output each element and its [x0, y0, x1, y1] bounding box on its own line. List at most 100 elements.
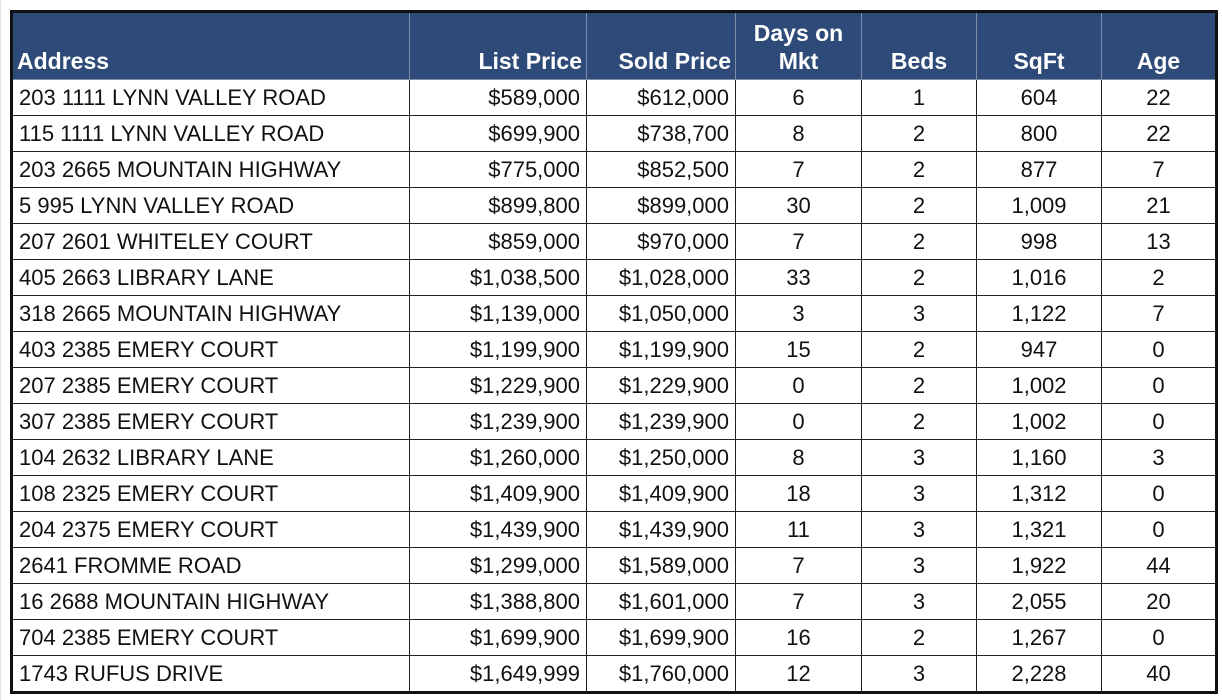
sold-price-cell: $738,700	[586, 115, 736, 152]
beds-cell: 2	[861, 187, 977, 224]
sqft-cell: 1,312	[976, 475, 1102, 512]
sold-price-cell: $1,439,900	[586, 511, 736, 548]
sqft-cell: 1,016	[976, 259, 1102, 296]
age-cell: 0	[1101, 367, 1217, 404]
list-price-cell: $859,000	[409, 223, 587, 260]
table-row: 207 2385 EMERY COURT $1,229,900 $1,229,900…	[11, 367, 1217, 404]
table-row: 203 2665 MOUNTAIN HIGHWAY $775,000 $852,50…	[11, 151, 1217, 188]
days-on-market-cell: 30	[735, 187, 862, 224]
age-cell: 22	[1101, 79, 1217, 116]
days-on-market-cell: 0	[735, 403, 862, 440]
sqft-cell: 947	[976, 331, 1102, 368]
age-cell: 22	[1101, 115, 1217, 152]
sold-price-cell: $1,601,000	[586, 583, 736, 620]
days-on-market-cell: 7	[735, 151, 862, 188]
sqft-cell: 800	[976, 115, 1102, 152]
age-cell: 0	[1101, 619, 1217, 656]
sqft-cell: 1,009	[976, 187, 1102, 224]
address-cell: 307 2385 EMERY COURT	[11, 403, 410, 440]
address-cell: 5 995 LYNN VALLEY ROAD	[11, 187, 410, 224]
days-on-market-cell: 15	[735, 331, 862, 368]
address-cell: 1743 RUFUS DRIVE	[11, 655, 410, 693]
days-on-market-cell: 8	[735, 439, 862, 476]
age-cell: 44	[1101, 547, 1217, 584]
list-price-cell: $1,439,900	[409, 511, 587, 548]
days-on-market-cell: 7	[735, 223, 862, 260]
sold-price-cell: $1,199,900	[586, 331, 736, 368]
sqft-cell: 1,321	[976, 511, 1102, 548]
address-cell: 207 2385 EMERY COURT	[11, 367, 410, 404]
address-cell: 403 2385 EMERY COURT	[11, 331, 410, 368]
table-row: 115 1111 LYNN VALLEY ROAD $699,900 $738,70…	[11, 115, 1217, 152]
sold-price-cell: $1,589,000	[586, 547, 736, 584]
days-on-market-cell: 33	[735, 259, 862, 296]
table-row: 5 995 LYNN VALLEY ROAD $899,800 $899,000 30…	[11, 187, 1217, 224]
list-price-cell: $1,409,900	[409, 475, 587, 512]
sold-price-cell: $1,229,900	[586, 367, 736, 404]
sqft-cell: 2,228	[976, 655, 1102, 693]
sqft-cell: 1,160	[976, 439, 1102, 476]
age-cell: 13	[1101, 223, 1217, 260]
list-price-cell: $1,299,000	[409, 547, 587, 584]
table-row: 318 2665 MOUNTAIN HIGHWAY $1,139,000 $1,05…	[11, 295, 1217, 332]
sold-price-cell: $1,409,900	[586, 475, 736, 512]
beds-cell: 2	[861, 367, 977, 404]
days-on-market-cell: 6	[735, 79, 862, 116]
sold-price-cell: $1,250,000	[586, 439, 736, 476]
list-price-cell: $899,800	[409, 187, 587, 224]
column-header: Address	[11, 11, 410, 80]
sold-price-cell: $1,028,000	[586, 259, 736, 296]
list-price-cell: $1,388,800	[409, 583, 587, 620]
sold-price-cell: $899,000	[586, 187, 736, 224]
age-cell: 7	[1101, 151, 1217, 188]
address-cell: 2641 FROMME ROAD	[11, 547, 410, 584]
age-cell: 20	[1101, 583, 1217, 620]
table-row: 104 2632 LIBRARY LANE $1,260,000 $1,250,00…	[11, 439, 1217, 476]
age-cell: 3	[1101, 439, 1217, 476]
list-price-cell: $775,000	[409, 151, 587, 188]
address-cell: 318 2665 MOUNTAIN HIGHWAY	[11, 295, 410, 332]
table-row: 307 2385 EMERY COURT $1,239,900 $1,239,900…	[11, 403, 1217, 440]
list-price-cell: $699,900	[409, 115, 587, 152]
address-cell: 204 2375 EMERY COURT	[11, 511, 410, 548]
list-price-cell: $1,649,999	[409, 655, 587, 693]
list-price-cell: $1,260,000	[409, 439, 587, 476]
days-on-market-cell: 0	[735, 367, 862, 404]
sqft-cell: 1,267	[976, 619, 1102, 656]
list-price-cell: $1,239,900	[409, 403, 587, 440]
beds-cell: 3	[861, 439, 977, 476]
table-row: 16 2688 MOUNTAIN HIGHWAY $1,388,800 $1,601…	[11, 583, 1217, 620]
list-price-cell: $1,229,900	[409, 367, 587, 404]
days-on-market-cell: 8	[735, 115, 862, 152]
column-header: List Price	[409, 11, 587, 80]
beds-cell: 3	[861, 475, 977, 512]
listing-table: Address List Price Sold Price Days on Mkt Be…	[10, 10, 1218, 694]
address-cell: 108 2325 EMERY COURT	[11, 475, 410, 512]
sqft-cell: 1,002	[976, 403, 1102, 440]
days-on-market-cell: 12	[735, 655, 862, 693]
days-on-market-cell: 16	[735, 619, 862, 656]
beds-cell: 3	[861, 511, 977, 548]
beds-cell: 2	[861, 403, 977, 440]
address-cell: 405 2663 LIBRARY LANE	[11, 259, 410, 296]
address-cell: 115 1111 LYNN VALLEY ROAD	[11, 115, 410, 152]
age-cell: 0	[1101, 331, 1217, 368]
beds-cell: 1	[861, 79, 977, 116]
sqft-cell: 2,055	[976, 583, 1102, 620]
sold-price-cell: $1,699,900	[586, 619, 736, 656]
age-cell: 0	[1101, 475, 1217, 512]
list-price-cell: $589,000	[409, 79, 587, 116]
sqft-cell: 1,922	[976, 547, 1102, 584]
beds-cell: 2	[861, 223, 977, 260]
beds-cell: 3	[861, 547, 977, 584]
days-on-market-cell: 7	[735, 583, 862, 620]
column-header: Age	[1101, 11, 1217, 80]
table-row: 1743 RUFUS DRIVE $1,649,999 $1,760,000 12 3 2…	[11, 655, 1217, 693]
table-body: 203 1111 LYNN VALLEY ROAD $589,000 $612,00…	[11, 79, 1217, 693]
sold-price-cell: $1,760,000	[586, 655, 736, 693]
beds-cell: 2	[861, 151, 977, 188]
days-on-market-cell: 18	[735, 475, 862, 512]
column-header: Days on Mkt	[735, 11, 862, 80]
